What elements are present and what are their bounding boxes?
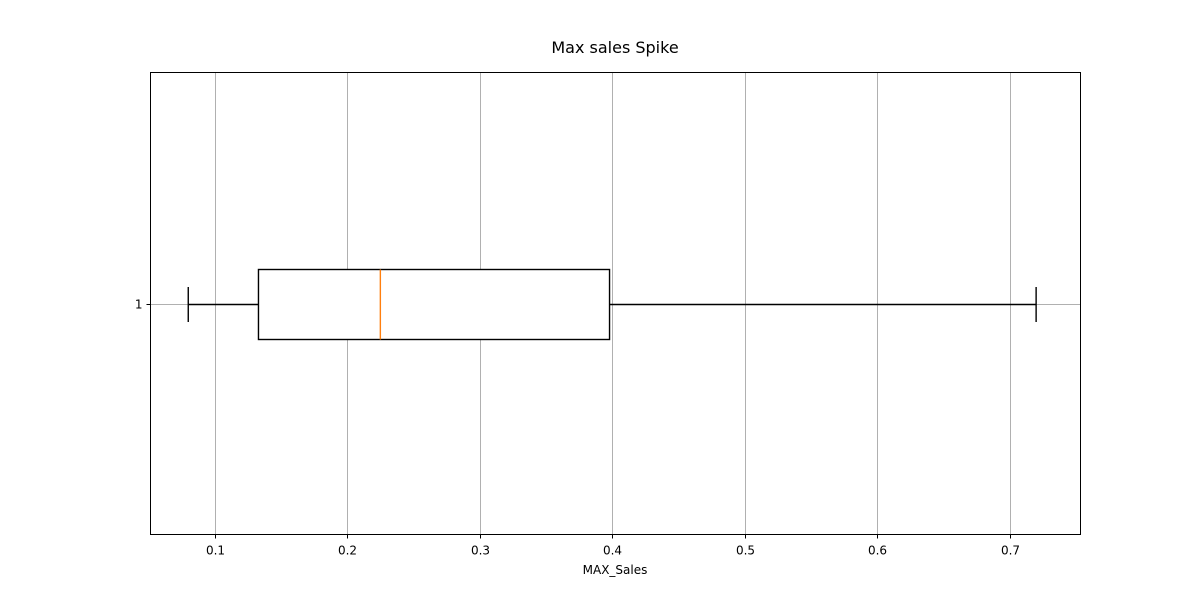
x-tick-layer: 0.1 0.2 0.3 0.4 0.5 0.6 0.7 bbox=[206, 534, 1020, 558]
y-tick-layer: 1 bbox=[135, 298, 151, 312]
x-tick-label: 0.5 bbox=[736, 544, 755, 558]
x-tick-label: 0.3 bbox=[471, 544, 490, 558]
x-tick-label: 0.7 bbox=[1001, 544, 1020, 558]
box-iqr bbox=[257, 268, 611, 341]
y-tick-label: 1 bbox=[135, 298, 143, 312]
x-tick-label: 0.6 bbox=[868, 544, 887, 558]
box-layer bbox=[187, 268, 1037, 341]
chart-title: Max sales Spike bbox=[551, 38, 678, 57]
plot-frame bbox=[150, 72, 1081, 535]
x-tick-label: 0.1 bbox=[206, 544, 225, 558]
x-tick-label: 0.4 bbox=[603, 544, 622, 558]
x-tick-label: 0.2 bbox=[338, 544, 357, 558]
x-axis-label: MAX_Sales bbox=[583, 563, 648, 577]
